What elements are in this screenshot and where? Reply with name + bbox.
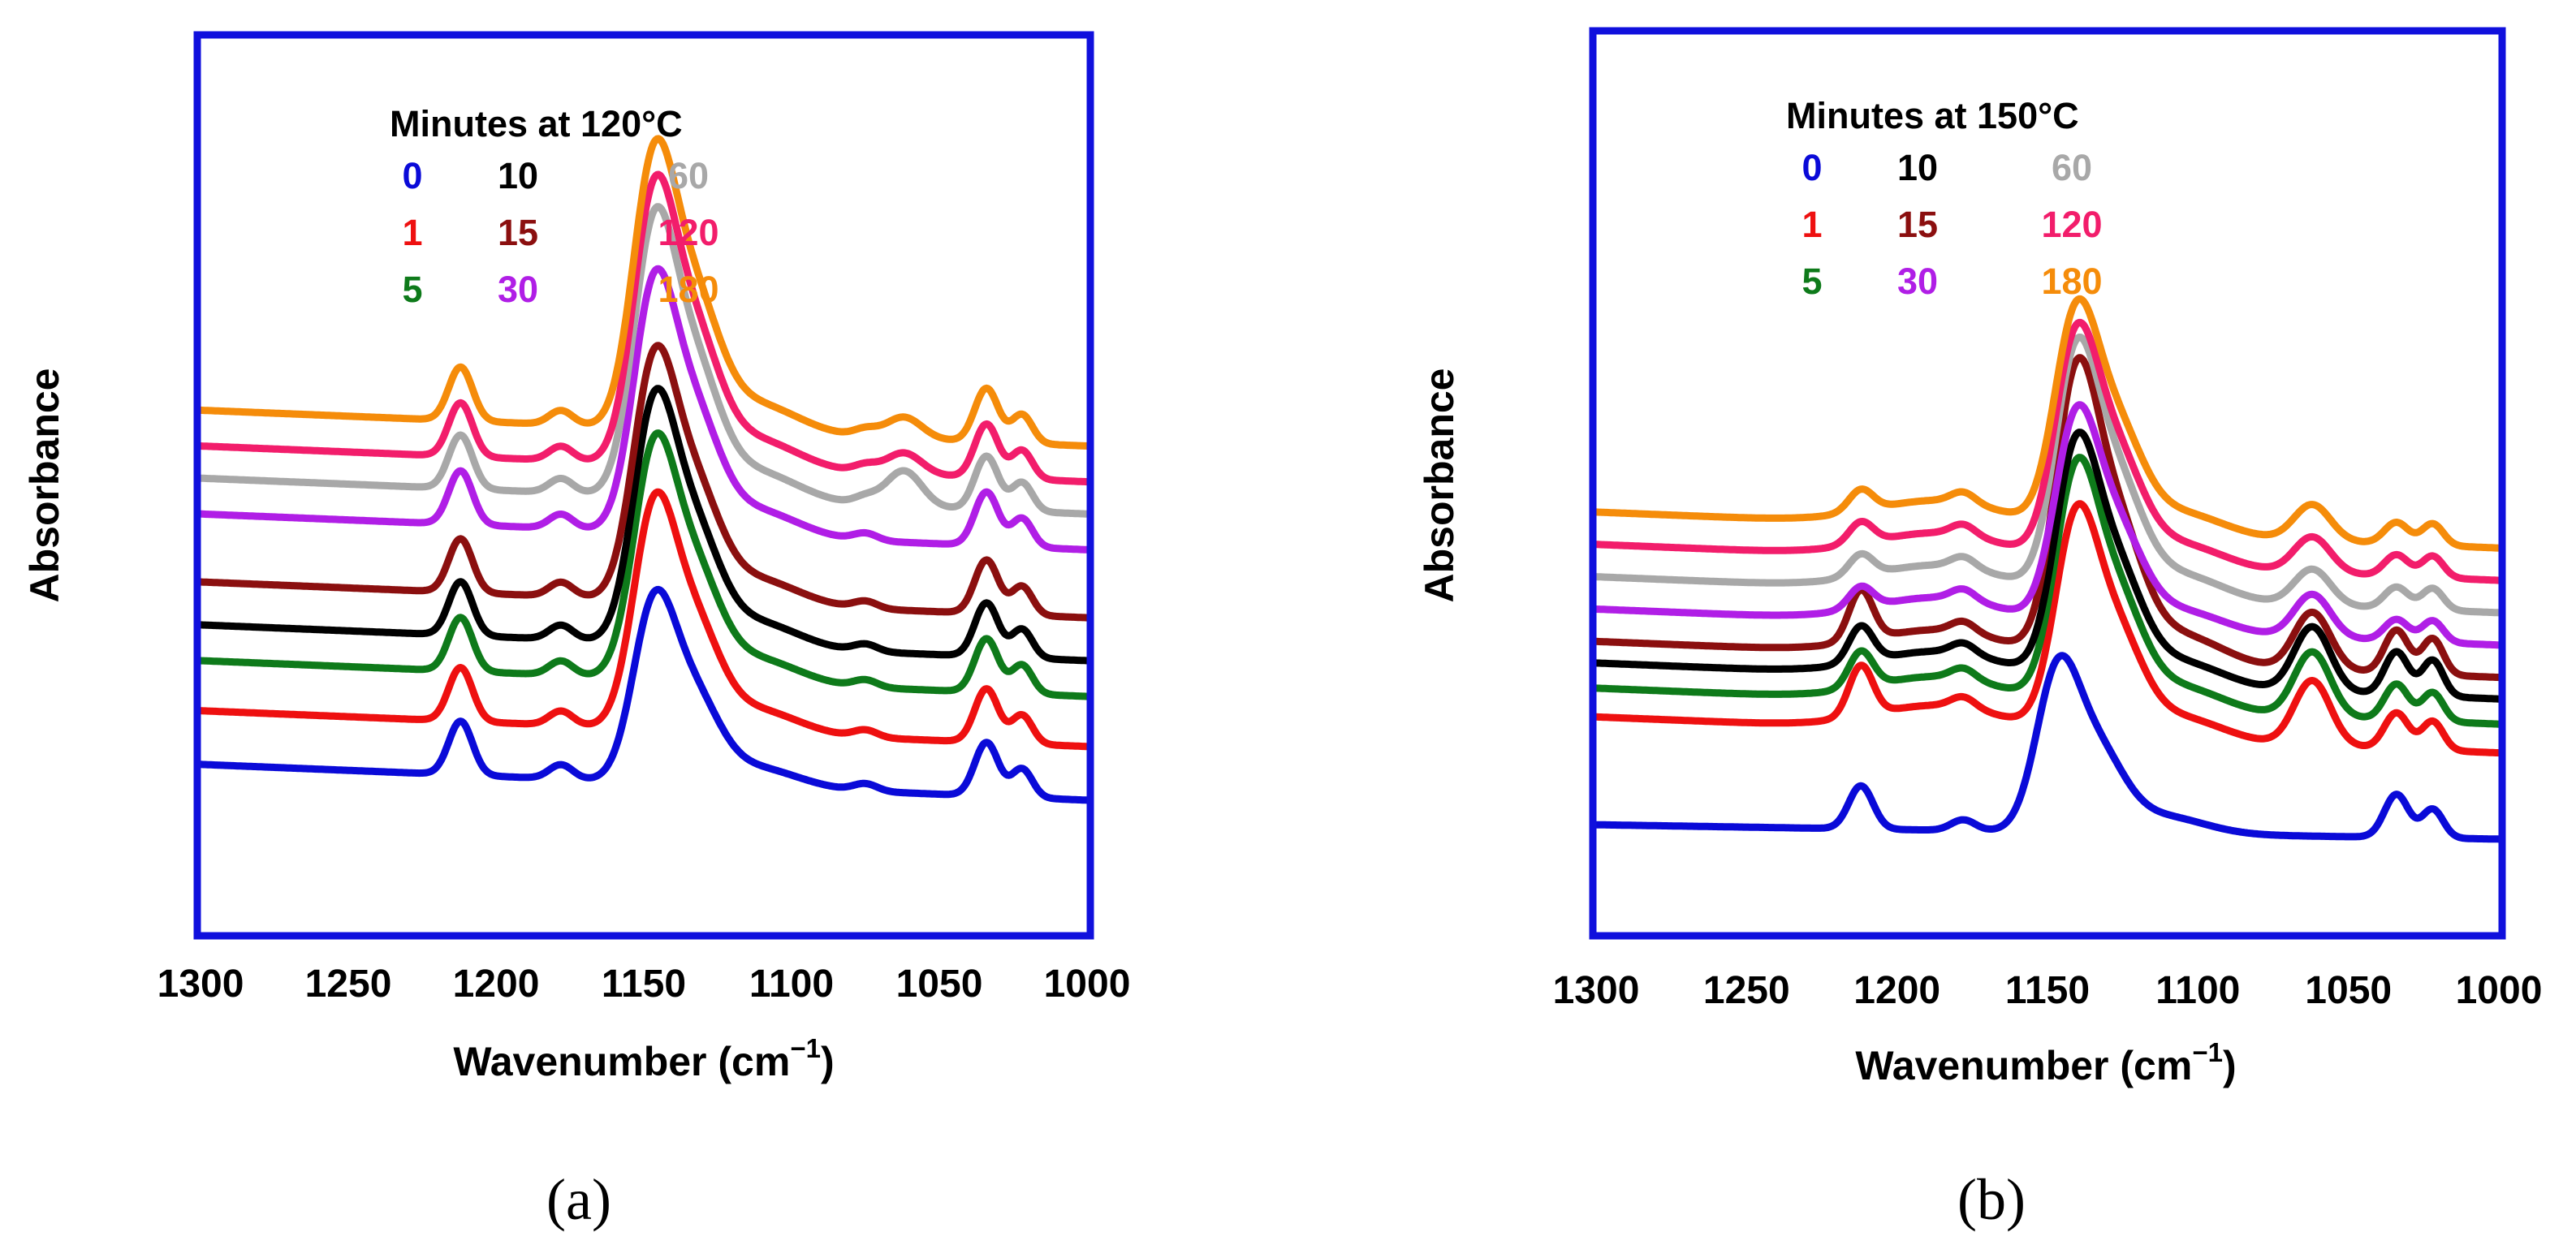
legend-entry-60: 60	[668, 155, 709, 196]
panel-label: (a)	[546, 1167, 611, 1232]
legend-entry-10: 10	[498, 155, 538, 196]
legend-entry-30: 30	[498, 269, 538, 310]
legend-entry-5: 5	[402, 269, 422, 310]
x-tick-label: 1300	[1553, 969, 1640, 1012]
series-line-180	[196, 135, 1091, 450]
plot-frame	[193, 31, 1094, 940]
series-line-30	[1592, 401, 2503, 649]
x-tick-label: 1250	[305, 963, 392, 1006]
legend-entry-120: 120	[658, 212, 718, 253]
series-line-30	[196, 265, 1091, 554]
x-axis-label: Wavenumber (cm−1)	[453, 1033, 834, 1084]
legend-entry-180: 180	[2041, 261, 2102, 302]
plot-frame	[1589, 27, 2506, 940]
legend-entry-15: 15	[1897, 204, 1938, 245]
legend-entry-5: 5	[1801, 261, 1822, 302]
legend-entry-60: 60	[2052, 147, 2092, 188]
series-line-10	[196, 385, 1091, 665]
series-curves	[196, 135, 1091, 804]
legend-title: Minutes at 120°C	[390, 103, 683, 144]
series-line-1	[1592, 500, 2503, 757]
series-line-0	[196, 585, 1091, 804]
series-line-120	[1592, 318, 2503, 584]
series-line-5	[196, 429, 1091, 700]
series-line-180	[1592, 295, 2503, 552]
series-line-1	[196, 488, 1091, 751]
legend-entry-1: 1	[1801, 204, 1822, 245]
x-tick-label: 1150	[2005, 969, 2090, 1012]
legend-entry-180: 180	[658, 269, 718, 310]
panel-label: (b)	[1957, 1167, 2026, 1232]
legend-entry-15: 15	[498, 212, 538, 253]
series-line-15	[196, 342, 1091, 622]
series-line-0	[1592, 652, 2503, 843]
x-tick-label: 1250	[1703, 969, 1790, 1012]
legend-entry-120: 120	[2041, 204, 2102, 245]
series-line-60	[196, 203, 1091, 518]
x-tick-label: 1100	[2155, 969, 2240, 1012]
series-line-120	[196, 170, 1091, 486]
x-tick-label: 1050	[2305, 969, 2392, 1012]
x-tick-label: 1200	[1853, 969, 1940, 1012]
x-tick-label: 1000	[1044, 963, 1131, 1006]
x-tick-label: 1200	[453, 963, 540, 1006]
legend-entry-1: 1	[402, 212, 422, 253]
series-line-60	[1592, 334, 2503, 617]
x-tick-label: 1050	[896, 963, 983, 1006]
x-tick-label: 1100	[749, 963, 834, 1006]
legend-title: Minutes at 150°C	[1786, 95, 2079, 136]
y-axis-label: Absorbance	[22, 368, 67, 603]
x-tick-label: 1000	[2456, 969, 2543, 1012]
legend-entry-0: 0	[1801, 147, 1822, 188]
series-line-5	[1592, 454, 2503, 728]
legend-entry-10: 10	[1897, 147, 1938, 188]
series-curves	[1592, 295, 2503, 843]
x-axis: 1300 1250 1200 1150 1100 1050 1000	[1553, 969, 2543, 1012]
x-axis: 1300 1250 1200 1150 1100 1050 1000	[157, 963, 1131, 1006]
series-line-10	[1592, 429, 2503, 703]
legend-entry-30: 30	[1897, 261, 1938, 302]
panel-b: 1300 1250 1200 1150 1100 1050 1000 Absorbance …	[1417, 27, 2543, 1232]
panel-a: 1300 1250 1200 1150 1100 1050 1000 Absorbance …	[22, 31, 1131, 1232]
x-tick-label: 1300	[157, 963, 244, 1006]
x-axis-label: Wavenumber (cm−1)	[1855, 1037, 2236, 1088]
legend-entry-0: 0	[402, 155, 422, 196]
y-axis-label: Absorbance	[1417, 368, 1462, 603]
x-tick-label: 1150	[602, 963, 686, 1006]
